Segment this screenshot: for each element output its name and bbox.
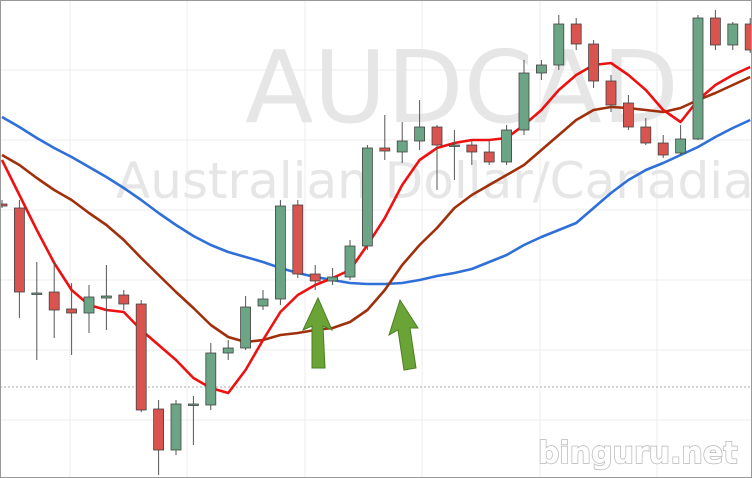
candle-body bbox=[135, 303, 147, 411]
candle-body bbox=[292, 204, 304, 275]
candle-body bbox=[101, 295, 112, 299]
candle-body bbox=[396, 140, 408, 153]
candle-body bbox=[205, 352, 217, 406]
candle-body bbox=[448, 144, 460, 147]
arrows bbox=[301, 296, 419, 371]
candle-body bbox=[240, 306, 252, 349]
candle-body bbox=[553, 23, 565, 66]
watermark-subtitle: Australian Dollar/Canadian bbox=[116, 152, 752, 210]
candle-body bbox=[344, 245, 356, 278]
candle-body bbox=[727, 23, 739, 46]
candle-body bbox=[48, 291, 60, 311]
plot bbox=[0, 10, 752, 475]
candle-body bbox=[327, 276, 339, 282]
candle-body bbox=[31, 292, 43, 295]
credit: binguru.net bbox=[538, 436, 738, 471]
candle-body bbox=[361, 147, 373, 247]
candle-body bbox=[431, 126, 443, 146]
candle-body bbox=[414, 126, 426, 142]
candle-body bbox=[483, 151, 495, 163]
arrow bbox=[301, 296, 333, 369]
candle-body bbox=[118, 294, 130, 305]
candle-body bbox=[605, 80, 617, 106]
moving-average-line bbox=[0, 61, 751, 395]
candle-body bbox=[536, 64, 547, 74]
candle-body bbox=[518, 72, 530, 131]
candle-body bbox=[153, 408, 165, 451]
candle-body bbox=[640, 126, 652, 144]
arrow bbox=[388, 298, 419, 371]
candle-body bbox=[13, 207, 25, 293]
candle-body bbox=[501, 129, 513, 163]
moving-average-line bbox=[1, 115, 751, 286]
candle-body bbox=[83, 296, 95, 314]
candle-body bbox=[588, 43, 599, 82]
candle-body bbox=[187, 403, 199, 406]
candle-body bbox=[675, 138, 686, 154]
candle-body bbox=[623, 102, 634, 128]
candle-body bbox=[274, 205, 286, 300]
candle-body bbox=[170, 403, 182, 451]
candle-body bbox=[257, 298, 269, 307]
candle-body bbox=[309, 273, 321, 282]
candle-body bbox=[0, 203, 8, 207]
candle-body bbox=[692, 17, 704, 140]
candle-body bbox=[222, 347, 234, 354]
candle-body bbox=[710, 17, 721, 46]
candle-body bbox=[466, 144, 478, 153]
candle-body bbox=[66, 308, 77, 314]
candle-body bbox=[657, 142, 669, 156]
candle-body bbox=[570, 23, 582, 45]
candle-body bbox=[379, 147, 391, 152]
candle-body bbox=[744, 23, 752, 51]
